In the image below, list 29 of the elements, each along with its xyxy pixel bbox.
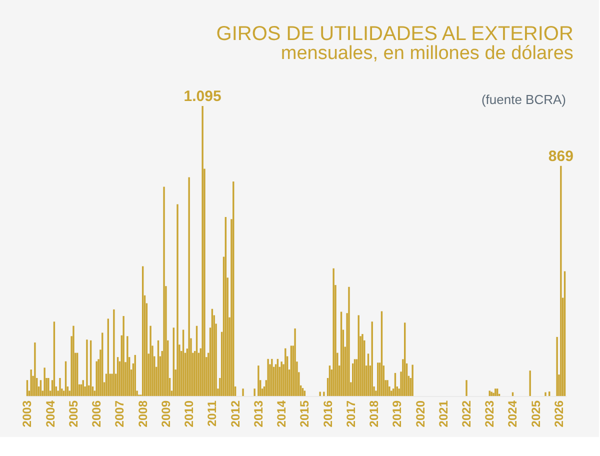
x-tick-label: 2023 [482,400,497,428]
data-label: 1.095 [184,88,222,105]
chart-subtitle: mensuales, en millones de dólares [280,43,574,64]
x-tick-label: 2009 [158,400,173,428]
x-tick-label: 2012 [228,400,242,428]
x-tick-label: 2006 [90,400,104,428]
x-tick-label: 2010 [182,400,196,428]
x-tick-label: 2003 [20,400,34,428]
x-tick-label: 2024 [506,400,520,428]
x-tick-label: 2021 [436,400,450,428]
x-tick-label: 2015 [298,400,312,428]
x-tick-label: 2004 [43,400,58,428]
x-tick-label: 2011 [205,400,220,427]
x-tick-label: 2007 [112,400,127,428]
x-tick-label: 2016 [320,400,335,428]
x-tick-label: 2022 [460,400,474,428]
x-tick-label: 2020 [413,400,428,428]
x-tick-label: 2014 [274,400,289,428]
x-tick-label: 2017 [344,400,358,428]
x-tick-label: 2026 [552,400,566,428]
annotation: (fuente BCRA) [481,92,566,107]
x-tick-label: 2008 [136,400,150,428]
x-tick-label: 2019 [390,400,404,428]
x-tick-label: 2025 [528,400,543,428]
chart-title: GIROS DE UTILIDADES AL EXTERIOR [216,23,574,45]
x-tick-label: 2018 [367,400,382,428]
data-label: 869 [548,148,574,165]
x-tick-label: 2005 [66,400,80,428]
x-tick-label: 2013 [251,400,266,428]
